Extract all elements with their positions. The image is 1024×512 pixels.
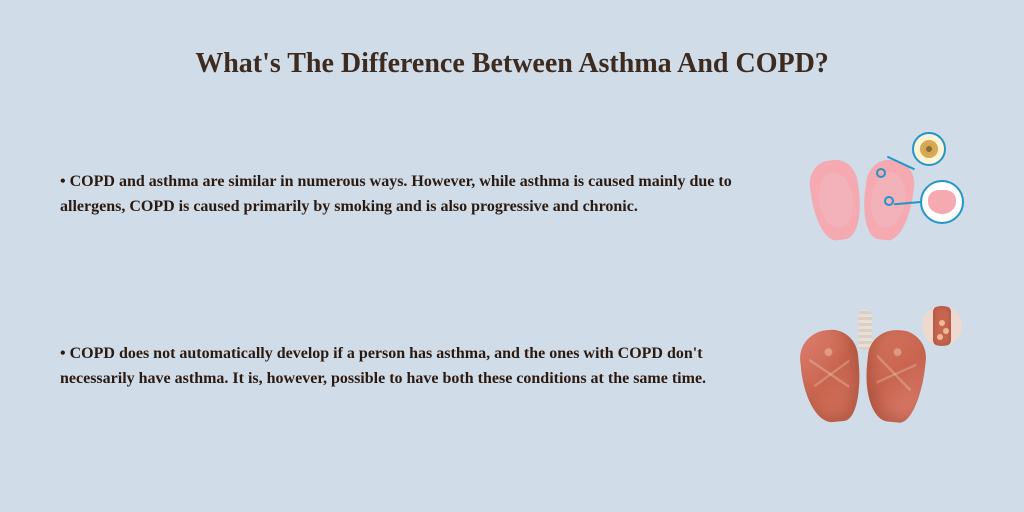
bullet-row-2: COPD does not automatically develop if a… <box>60 302 964 432</box>
bullet-text-1: COPD and asthma are similar in numerous … <box>60 170 784 220</box>
alveoli-callout-icon <box>920 180 964 224</box>
diseased-lungs-icon <box>784 302 964 432</box>
healthy-lungs-icon <box>784 130 964 260</box>
content-area: COPD and asthma are similar in numerous … <box>0 80 1024 432</box>
bullet-text-2: COPD does not automatically develop if a… <box>60 342 784 392</box>
allergen-callout-icon <box>912 132 946 166</box>
bullet-row-1: COPD and asthma are similar in numerous … <box>60 130 964 260</box>
airway-callout-icon <box>922 306 962 346</box>
page-title: What's The Difference Between Asthma And… <box>0 0 1024 80</box>
